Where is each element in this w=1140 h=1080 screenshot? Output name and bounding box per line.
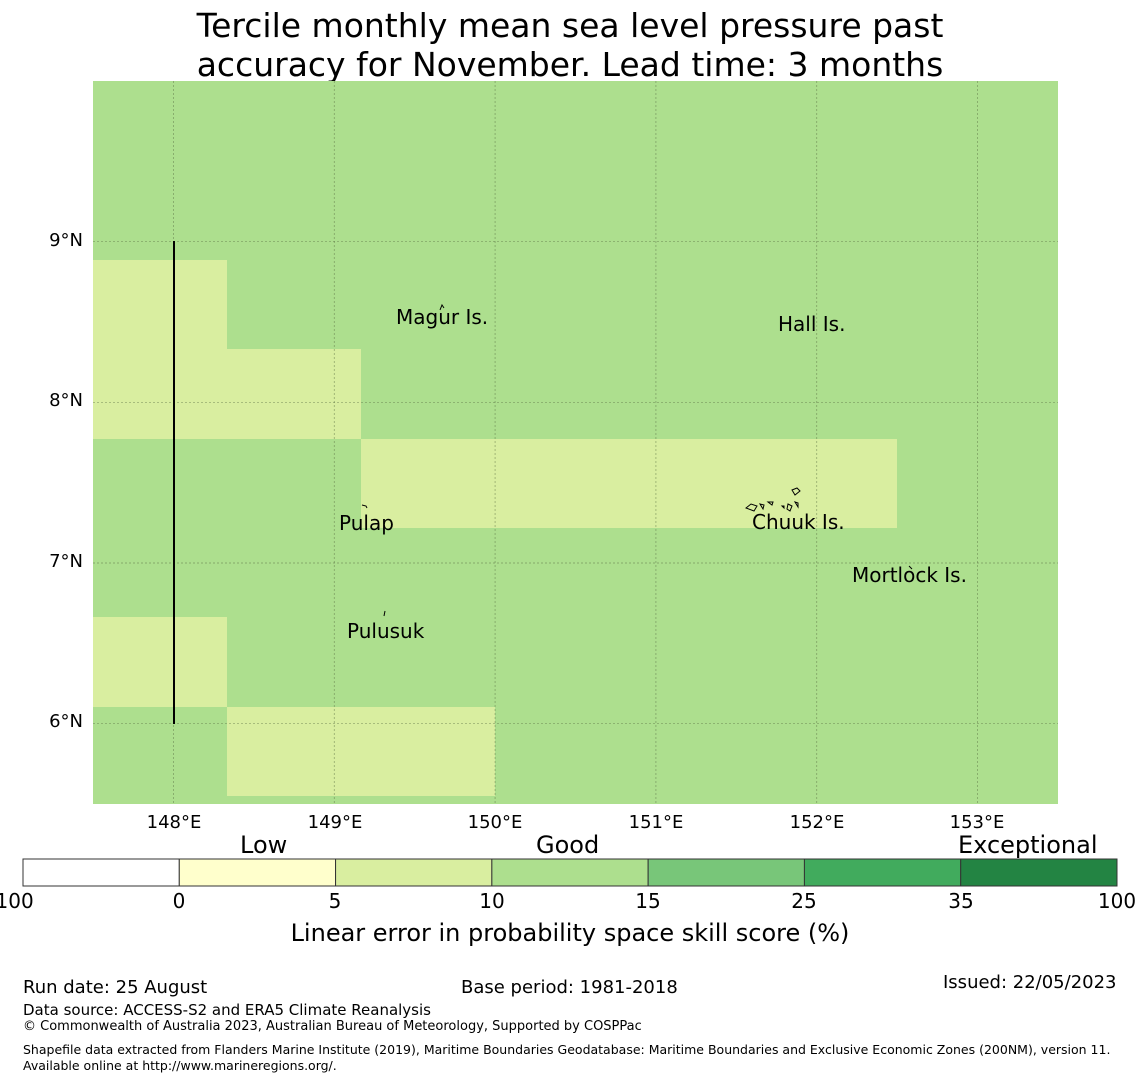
lon-label-150e: 150°E bbox=[467, 812, 523, 833]
colorbar-tick: 10 bbox=[479, 889, 505, 913]
issued-date: Issued: 22/05/2023 bbox=[943, 972, 1117, 993]
place-label-hall: Hall Is. bbox=[778, 312, 846, 336]
place-label-pulusuk: Pulusuk bbox=[347, 619, 425, 643]
island-chuuk bbox=[745, 487, 801, 512]
map-title: Tercile monthly mean sea level pressure … bbox=[196, 6, 944, 84]
island-magur bbox=[439, 303, 445, 311]
skill-cell-low bbox=[93, 617, 227, 707]
colorbar-tick: 100 bbox=[1097, 889, 1137, 913]
lon-label-153e: 153°E bbox=[949, 812, 1005, 833]
lat-label-9n: 9°N bbox=[49, 230, 83, 251]
graticule bbox=[93, 81, 1058, 804]
lat-label-8n: 8°N bbox=[49, 390, 83, 411]
lon-label-149e: 149°E bbox=[307, 812, 363, 833]
colorbar-tick: 35 bbox=[948, 889, 974, 913]
lat-label-7n: 7°N bbox=[49, 551, 83, 572]
colorbar-swatch bbox=[803, 858, 962, 887]
colorbar-tick: 15 bbox=[635, 889, 661, 913]
run-date: Run date: 25 August bbox=[23, 977, 208, 998]
colorbar-swatch bbox=[22, 858, 180, 887]
skill-grid bbox=[93, 81, 1058, 804]
island-pulap bbox=[361, 504, 368, 509]
colorbar-tick: 5 bbox=[328, 889, 342, 913]
lat-label-6n: 6°N bbox=[49, 711, 83, 732]
skill-map bbox=[93, 81, 1058, 804]
lon-label-148e: 148°E bbox=[146, 812, 202, 833]
place-label-pulap: Pulap bbox=[339, 511, 394, 535]
shapefile-credit: Shapefile data extracted from Flanders M… bbox=[23, 1042, 1111, 1073]
skill-cell-low bbox=[93, 260, 227, 439]
colorbar-swatch bbox=[178, 858, 337, 887]
place-label-mortlock: Mortlock Is. bbox=[852, 563, 967, 587]
colorbar-tick: 0 bbox=[172, 889, 186, 913]
colorbar-swatch bbox=[491, 858, 649, 887]
colorbar-swatch bbox=[647, 858, 805, 887]
island-mortlock bbox=[908, 565, 913, 570]
category-good: Good bbox=[536, 831, 600, 859]
skill-cell-low bbox=[227, 707, 495, 796]
base-period: Base period: 1981-2018 bbox=[461, 977, 678, 998]
lon-label-151e: 151°E bbox=[628, 812, 684, 833]
island-pulusuk bbox=[383, 610, 386, 617]
colorbar-title: Linear error in probability space skill … bbox=[290, 919, 850, 947]
colorbar-swatch bbox=[335, 858, 493, 887]
colorbar-swatch bbox=[960, 858, 1118, 887]
colorbar-tick: -100 bbox=[0, 889, 34, 913]
data-source: Data source: ACCESS-S2 and ERA5 Climate … bbox=[23, 1001, 431, 1019]
copyright: © Commonwealth of Australia 2023, Austra… bbox=[23, 1019, 642, 1034]
place-label-magur: Magur Is. bbox=[396, 305, 489, 329]
islands bbox=[361, 303, 913, 617]
category-exceptional: Exceptional bbox=[958, 831, 1098, 859]
skill-cell-low bbox=[361, 439, 897, 528]
lon-label-152e: 152°E bbox=[789, 812, 845, 833]
skill-cell-low bbox=[227, 349, 361, 439]
category-low: Low bbox=[240, 831, 288, 859]
colorbar-tick: 25 bbox=[791, 889, 817, 913]
place-label-chuuk: Chuuk Is. bbox=[752, 510, 845, 534]
colorbar bbox=[22, 858, 1118, 887]
